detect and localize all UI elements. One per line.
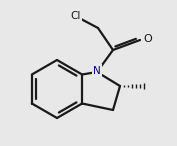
Text: Cl: Cl [71,11,81,21]
Text: N: N [93,66,101,76]
Text: O: O [143,34,152,44]
